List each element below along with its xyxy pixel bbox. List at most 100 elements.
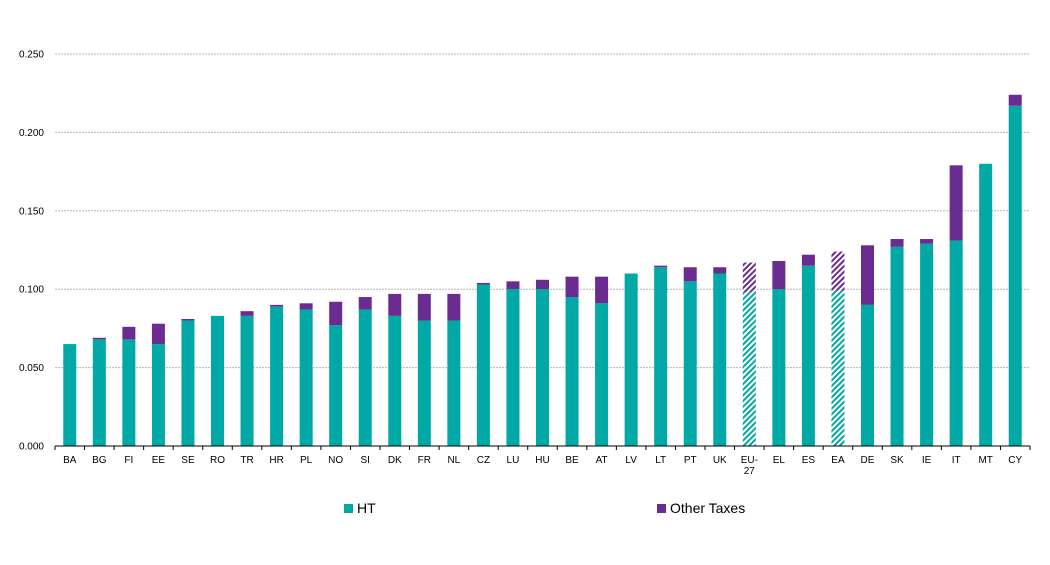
legend-label-ht: HT	[357, 500, 376, 516]
y-tick-label: 0.150	[19, 206, 44, 217]
x-tick-label: BA	[63, 455, 77, 466]
bar-ht	[122, 339, 136, 446]
x-tick-label: DE	[861, 455, 875, 466]
bar-other-taxes	[358, 297, 372, 310]
x-tick-label: MT	[978, 455, 992, 466]
bars-layer	[63, 94, 1022, 446]
x-tick-label: CZ	[477, 455, 490, 466]
legend-item-ht: HT	[344, 500, 376, 516]
bar-ht	[388, 315, 402, 446]
x-tick-label: PT	[684, 455, 697, 466]
bar-other-taxes	[1008, 94, 1022, 106]
legend-swatch-other-taxes	[657, 503, 666, 513]
x-tick-label: NL	[447, 455, 460, 466]
bar-ht	[151, 344, 165, 446]
bar-ht	[536, 289, 549, 446]
y-tick-label: 0.250	[19, 50, 44, 61]
bar-other-taxes	[270, 304, 284, 307]
bar-other-taxes	[920, 239, 934, 244]
bar-other-taxes	[329, 301, 343, 326]
bar-ht	[506, 289, 520, 446]
bar-ht	[979, 163, 993, 446]
x-tick-label: SI	[361, 455, 370, 466]
bar-ht	[920, 243, 934, 446]
x-tick-label: EA	[831, 455, 845, 466]
legend-swatch-ht	[344, 503, 353, 513]
bar-ht	[890, 246, 904, 446]
bar-other-taxes	[536, 279, 549, 290]
bar-ht	[447, 320, 461, 446]
bar-ht	[270, 306, 284, 446]
bar-ht	[358, 309, 372, 446]
bar-other-taxes	[299, 303, 313, 310]
x-tick-label: BE	[565, 455, 579, 466]
bar-other-taxes	[890, 239, 904, 247]
x-tick-label: ES	[802, 455, 816, 466]
bar-other-taxes	[683, 267, 697, 282]
bar-ht	[417, 320, 431, 446]
bar-ht	[595, 303, 609, 446]
x-tick-label: TR	[240, 455, 253, 466]
x-tick-label: FI	[124, 455, 133, 466]
bar-ht	[329, 325, 343, 446]
bar-ht	[211, 315, 224, 446]
bar-other-taxes	[417, 293, 431, 321]
bar-other-taxes	[565, 276, 579, 298]
bar-other-taxes	[151, 323, 165, 345]
x-tick-label: PL	[300, 455, 313, 466]
bar-ht	[63, 344, 77, 446]
bar-ht	[654, 267, 668, 446]
x-tick-label: UK	[713, 455, 727, 466]
bar-ht	[772, 289, 786, 446]
bar-ht	[742, 292, 756, 446]
bar-ht	[240, 315, 254, 446]
y-tick-label: 0.200	[19, 128, 44, 139]
x-tick-label: SE	[181, 455, 195, 466]
bar-other-taxes	[92, 337, 106, 340]
x-tick-label: IE	[922, 455, 932, 466]
bar-other-taxes	[949, 165, 963, 241]
x-tick-label: SK	[890, 455, 904, 466]
x-tick-label: DK	[388, 455, 402, 466]
bar-other-taxes	[122, 326, 136, 340]
y-tick-label: 0.100	[19, 285, 44, 296]
legend-item-other-taxes: Other Taxes	[657, 500, 745, 516]
x-tick-label: RO	[210, 455, 225, 466]
x-tick-label: HR	[269, 455, 283, 466]
bar-other-taxes	[506, 281, 520, 290]
bar-ht	[299, 309, 313, 446]
bar-other-taxes	[240, 311, 254, 316]
bar-ht	[1008, 105, 1022, 446]
bar-other-taxes	[476, 282, 490, 285]
bar-ht	[683, 281, 697, 446]
bar-other-taxes	[861, 245, 874, 305]
legend-label-other-taxes: Other Taxes	[670, 500, 746, 516]
bar-other-taxes	[831, 251, 845, 291]
y-tick-label: 0.000	[19, 442, 44, 453]
x-tick-label: FR	[418, 455, 431, 466]
x-tick-label: BG	[92, 455, 107, 466]
y-axis: 0.000 0.050 0.100 0.150 0.200 0.250	[19, 50, 44, 453]
bar-other-taxes	[772, 260, 786, 290]
x-tick-label: EU-27	[741, 455, 758, 477]
bar-ht	[861, 304, 874, 446]
bar-ht	[713, 273, 727, 446]
x-axis: BA BG FI EE SE RO TR HR PL NO SI DK FR NL CZ LU HU BE AT LV…	[54, 445, 1031, 477]
legend: HT Other Taxes	[0, 500, 1050, 520]
bar-other-taxes	[801, 254, 815, 266]
x-tick-label: NO	[328, 455, 343, 466]
x-tick-label: EL	[773, 455, 786, 466]
bar-ht	[624, 273, 638, 446]
bar-other-taxes	[595, 276, 609, 304]
x-tick-label: IT	[952, 455, 961, 466]
x-tick-label: EE	[152, 455, 166, 466]
bar-other-taxes	[388, 293, 402, 316]
bar-other-taxes	[742, 262, 756, 293]
x-tick-label: LU	[507, 455, 520, 466]
x-tick-label: HU	[535, 455, 549, 466]
bar-ht	[831, 290, 845, 446]
x-tick-label: AT	[596, 455, 608, 466]
bar-ht	[476, 284, 490, 446]
bar-ht	[565, 297, 579, 446]
